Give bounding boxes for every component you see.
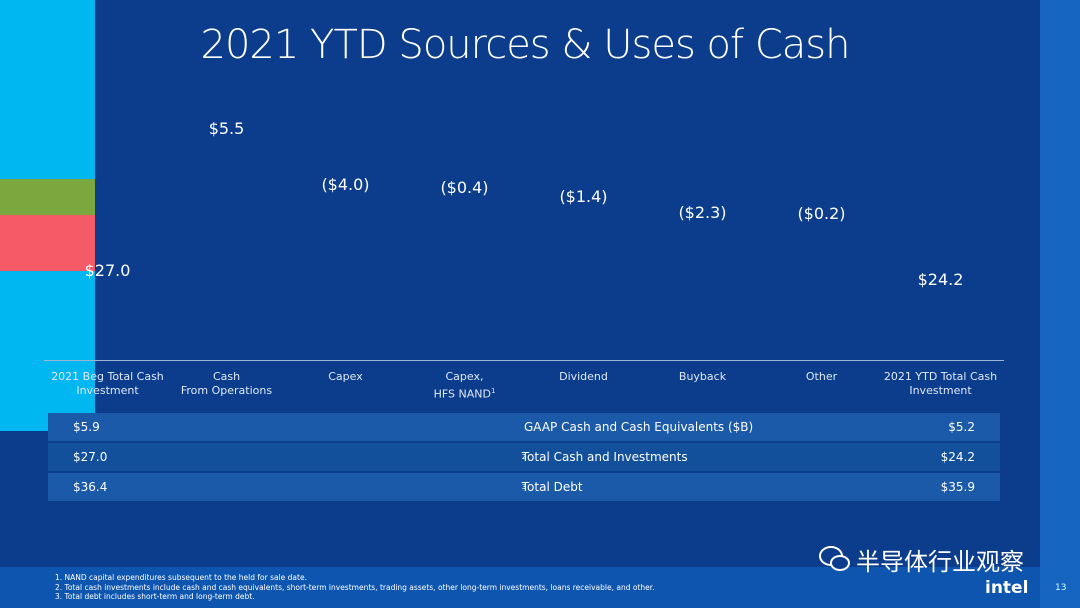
logo: intel <box>985 578 1029 598</box>
title: 2021 YTD Sources & Uses of Cash <box>200 22 851 68</box>
footnote: 2. Total cash investments include cash a… <box>55 582 655 592</box>
wechat-icon <box>819 546 850 571</box>
watermark: 半导体行业观察 <box>856 548 1024 576</box>
bar <box>0 241 95 245</box>
cell-left: $5.9 <box>73 420 100 434</box>
category-text: 2021 YTD Total Cash Investment <box>883 370 998 397</box>
category-text: Other <box>805 370 838 383</box>
category-text: Buyback <box>678 370 727 383</box>
x-tick-label: Cash From Operations <box>162 370 292 398</box>
x-tick-label: Other <box>757 370 887 384</box>
bar <box>0 253 95 269</box>
cell-left: $36.4 <box>73 480 108 494</box>
category-text: Capex, HFS NAND <box>433 370 491 401</box>
bar <box>0 178 95 215</box>
bar <box>0 268 95 271</box>
bar <box>0 0 95 179</box>
bar <box>0 214 95 242</box>
cell-right: $5.2 <box>948 420 975 434</box>
x-tick-label: Capex <box>281 370 411 384</box>
value-label: ($4.0) <box>321 175 370 195</box>
footnote-marker: 3 <box>521 483 527 491</box>
value-label: ($1.4) <box>559 187 608 207</box>
x-tick-label: Dividend <box>519 370 649 384</box>
x-tick-label: Buyback <box>638 370 768 384</box>
category-text: Capex <box>328 370 363 383</box>
category-text: Cash From Operations <box>180 370 273 397</box>
cell-left: $27.0 <box>73 450 108 464</box>
category-text: 2021 Beg Total Cash Investment <box>51 370 164 397</box>
value-label: $5.5 <box>208 119 245 138</box>
bar <box>0 270 95 431</box>
bar <box>0 244 95 254</box>
table-row: $36.4 Total Debt 3 $35.9 <box>48 473 1000 501</box>
footer <box>0 567 1040 608</box>
value-label: $24.2 <box>917 269 964 289</box>
cell-label: Total Cash and Investments 2 <box>48 443 1000 474</box>
value-label: ($0.2) <box>797 203 846 223</box>
category-text: Dividend <box>559 370 608 383</box>
footnote-marker: 2 <box>521 453 527 461</box>
cell-right: $35.9 <box>940 480 975 494</box>
x-tick-label: 2021 Beg Total Cash Investment <box>43 370 173 398</box>
label-text: GAAP Cash and Cash Equivalents ($B) <box>524 420 754 434</box>
label-text: Total Cash and Investments <box>521 450 688 464</box>
label-text: Total Debt <box>521 480 583 494</box>
table-row: $27.0 Total Cash and Investments 2 $24.2 <box>48 443 1000 471</box>
footnote-marker: 1 <box>490 387 496 395</box>
table-row: $5.9 GAAP Cash and Cash Equivalents ($B) $… <box>48 413 1000 441</box>
value-label: ($0.4) <box>440 178 489 198</box>
x-tick-label: Capex, HFS NAND1 <box>400 370 530 402</box>
baseline <box>44 360 1004 361</box>
cell-right: $24.2 <box>940 450 975 464</box>
footnote: 1. NAND capital expenditures subsequent … <box>55 573 307 582</box>
value-label: $27.0 <box>84 260 131 280</box>
footnote: 3. Total debt includes short-term and lo… <box>55 592 255 601</box>
cell-label: Total Debt 3 <box>48 473 1000 504</box>
page-number: 13 <box>1055 583 1067 593</box>
value-label: ($2.3) <box>678 202 727 222</box>
side-strip <box>1040 0 1080 608</box>
x-tick-label: 2021 YTD Total Cash Investment <box>876 370 1006 398</box>
